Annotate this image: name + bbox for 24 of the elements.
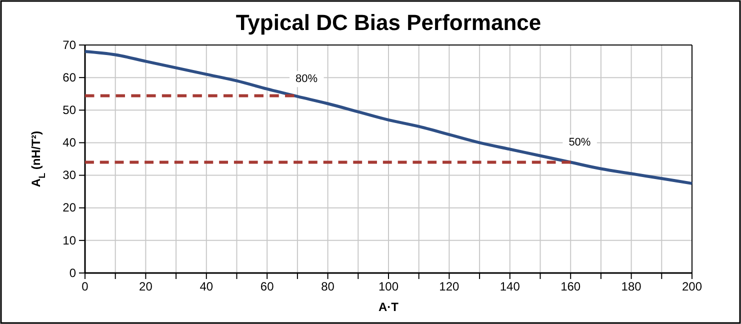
x-tick-label: 180 xyxy=(621,280,642,294)
x-tick-label: 160 xyxy=(560,280,581,294)
y-tick-label: 0 xyxy=(69,266,76,280)
y-tick-label: 70 xyxy=(62,38,76,52)
annotation: 50% xyxy=(568,136,591,149)
annotation: 80% xyxy=(296,73,318,86)
x-tick-label: 40 xyxy=(200,280,214,294)
x-tick-label: 20 xyxy=(139,280,153,294)
x-tick-label: 0 xyxy=(82,280,89,294)
x-tick-label: 120 xyxy=(439,280,460,294)
x-tick-label: 60 xyxy=(260,280,274,294)
x-tick-label: 80 xyxy=(321,280,335,294)
y-tick-label: 40 xyxy=(62,136,76,150)
x-tick-label: 200 xyxy=(682,280,702,294)
x-tick-label: 140 xyxy=(500,280,520,294)
y-tick-label: 30 xyxy=(62,168,76,182)
y-tick-label: 50 xyxy=(62,102,76,117)
x-axis-title: A·T xyxy=(378,300,400,314)
x-tick-label: 100 xyxy=(378,280,399,294)
y-tick-label: 20 xyxy=(62,200,76,215)
y-tick-label: 60 xyxy=(62,70,76,84)
line-series xyxy=(84,50,694,185)
y-tick-label: 10 xyxy=(62,233,76,248)
chart-title: Typical DC Bias Performance xyxy=(236,10,542,35)
